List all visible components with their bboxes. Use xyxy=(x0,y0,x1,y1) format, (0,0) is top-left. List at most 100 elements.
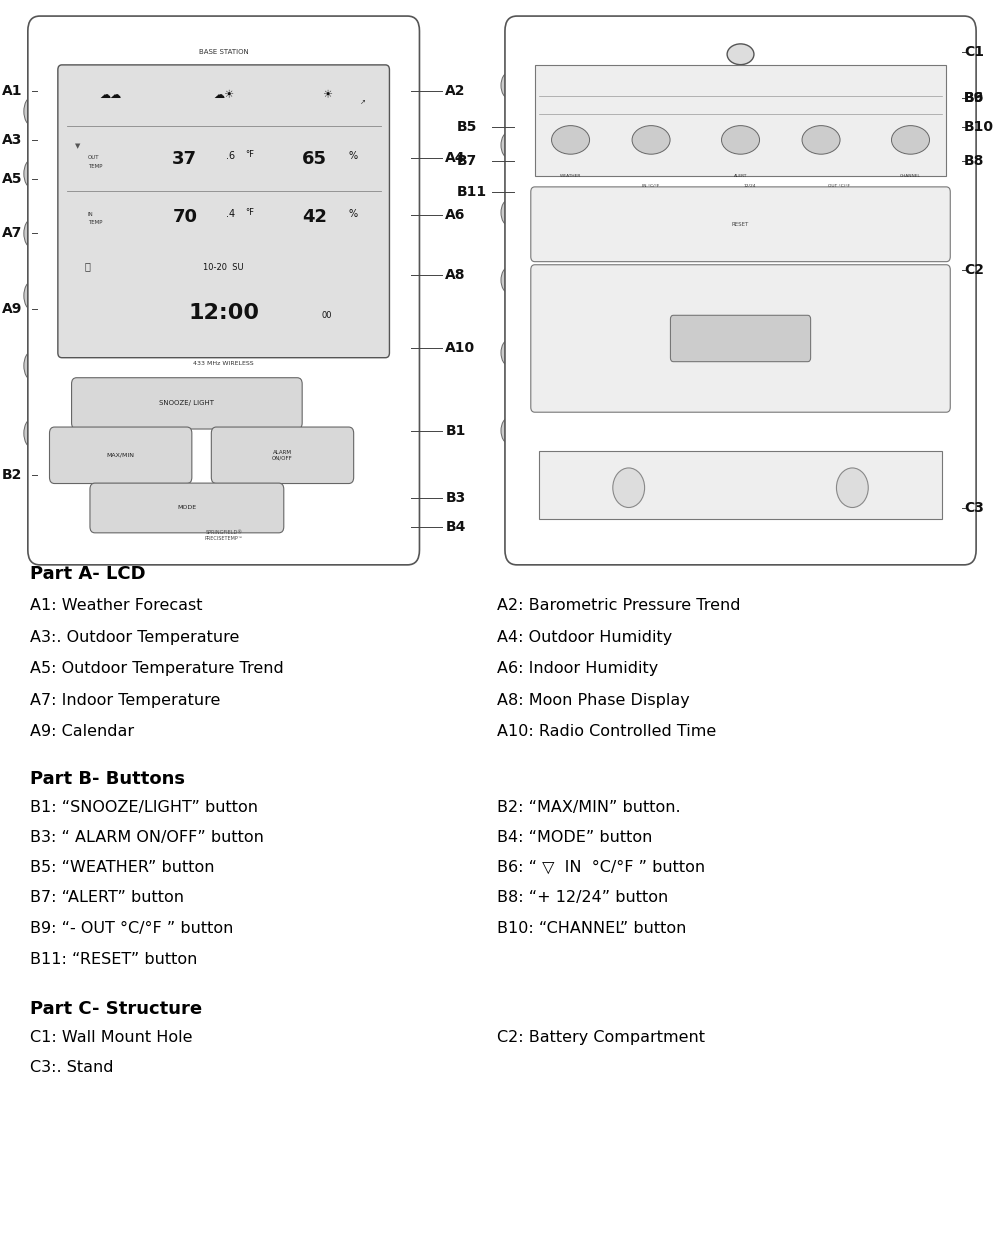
Ellipse shape xyxy=(392,419,408,447)
Ellipse shape xyxy=(392,219,408,247)
FancyBboxPatch shape xyxy=(212,428,354,483)
Text: 12:00: 12:00 xyxy=(188,303,259,323)
Text: A1: A1 xyxy=(2,84,23,98)
Ellipse shape xyxy=(948,267,964,293)
FancyBboxPatch shape xyxy=(531,187,950,262)
Text: OUT: OUT xyxy=(87,154,99,159)
Text: C1: Wall Mount Hole: C1: Wall Mount Hole xyxy=(30,1030,192,1044)
Text: Part B- Buttons: Part B- Buttons xyxy=(30,770,185,789)
Text: B9: B9 xyxy=(964,91,984,105)
Text: B2: B2 xyxy=(2,467,22,482)
Text: 10-20  SU: 10-20 SU xyxy=(204,263,244,272)
Text: A4: A4 xyxy=(445,151,466,166)
Ellipse shape xyxy=(948,418,964,444)
Text: B9: “- OUT °C/°F ” button: B9: “- OUT °C/°F ” button xyxy=(30,921,234,936)
Ellipse shape xyxy=(552,126,589,154)
Text: A7: Indoor Temperature: A7: Indoor Temperature xyxy=(30,693,221,708)
Text: MODE: MODE xyxy=(177,506,197,510)
FancyBboxPatch shape xyxy=(50,428,192,483)
Ellipse shape xyxy=(24,219,40,247)
FancyBboxPatch shape xyxy=(531,265,950,412)
Text: ▼: ▼ xyxy=(76,143,81,150)
Text: 37: 37 xyxy=(172,150,198,168)
Ellipse shape xyxy=(24,98,40,126)
Ellipse shape xyxy=(501,132,517,158)
Text: A2: Barometric Pressure Trend: A2: Barometric Pressure Trend xyxy=(497,598,741,613)
FancyBboxPatch shape xyxy=(72,378,302,429)
Ellipse shape xyxy=(392,98,408,126)
Text: MAX/MIN: MAX/MIN xyxy=(106,452,134,457)
Text: SPRINGFIELD®
PRECISETEMP™: SPRINGFIELD® PRECISETEMP™ xyxy=(205,530,243,540)
Text: ALERT: ALERT xyxy=(734,173,747,178)
Ellipse shape xyxy=(892,126,929,154)
Text: A10: Radio Controlled Time: A10: Radio Controlled Time xyxy=(497,724,717,739)
Ellipse shape xyxy=(501,418,517,444)
Text: IN: IN xyxy=(87,211,93,216)
Ellipse shape xyxy=(501,73,517,99)
Circle shape xyxy=(837,468,869,508)
Text: C2: Battery Compartment: C2: Battery Compartment xyxy=(497,1030,705,1044)
FancyBboxPatch shape xyxy=(28,16,419,565)
Text: A3:. Outdoor Temperature: A3:. Outdoor Temperature xyxy=(30,630,240,645)
Ellipse shape xyxy=(727,44,754,64)
Text: C3:. Stand: C3:. Stand xyxy=(30,1060,113,1075)
Ellipse shape xyxy=(722,126,759,154)
Ellipse shape xyxy=(392,159,408,188)
Ellipse shape xyxy=(802,126,840,154)
Text: A6: A6 xyxy=(445,208,465,222)
Ellipse shape xyxy=(392,282,408,310)
Text: B8: “+ 12/24” button: B8: “+ 12/24” button xyxy=(497,890,668,905)
Text: .4: .4 xyxy=(226,209,235,219)
Text: B4: “MODE” button: B4: “MODE” button xyxy=(497,831,652,845)
Text: 00: 00 xyxy=(322,311,332,320)
Ellipse shape xyxy=(24,159,40,188)
Circle shape xyxy=(612,468,645,508)
Text: TEMP: TEMP xyxy=(87,163,102,168)
Text: 433 MHz WIRELESS: 433 MHz WIRELESS xyxy=(194,361,253,366)
Text: A10: A10 xyxy=(445,341,475,355)
Text: A9: Calendar: A9: Calendar xyxy=(30,724,134,739)
Text: B3: B3 xyxy=(445,491,465,506)
Text: WEATHER: WEATHER xyxy=(560,173,581,178)
Ellipse shape xyxy=(632,126,670,154)
Text: A8: Moon Phase Display: A8: Moon Phase Display xyxy=(497,693,690,708)
Text: TEMP: TEMP xyxy=(87,220,102,225)
Text: C2: C2 xyxy=(964,263,984,277)
Text: A5: Outdoor Temperature Trend: A5: Outdoor Temperature Trend xyxy=(30,661,283,676)
FancyBboxPatch shape xyxy=(535,64,946,177)
Text: ↗: ↗ xyxy=(360,99,366,105)
Text: CHANNEL: CHANNEL xyxy=(900,173,921,178)
Ellipse shape xyxy=(948,340,964,366)
Text: ☁☁: ☁☁ xyxy=(99,90,121,100)
Text: OUT °C/°F: OUT °C/°F xyxy=(828,184,850,188)
Text: B11: B11 xyxy=(457,185,487,199)
Text: B3: “ ALARM ON/OFF” button: B3: “ ALARM ON/OFF” button xyxy=(30,831,263,845)
Ellipse shape xyxy=(948,73,964,99)
Text: B7: “ALERT” button: B7: “ALERT” button xyxy=(30,890,184,905)
Text: SNOOZE/ LIGHT: SNOOZE/ LIGHT xyxy=(159,400,215,407)
FancyBboxPatch shape xyxy=(505,16,976,565)
Text: B11: “RESET” button: B11: “RESET” button xyxy=(30,952,197,967)
Text: A9: A9 xyxy=(2,302,22,315)
Text: IN °C/°F: IN °C/°F xyxy=(642,184,660,188)
FancyBboxPatch shape xyxy=(89,483,284,533)
Text: RESET: RESET xyxy=(732,221,749,226)
Text: .6: .6 xyxy=(226,151,235,161)
Text: ☁☀: ☁☀ xyxy=(213,90,235,100)
FancyBboxPatch shape xyxy=(670,315,811,362)
Text: B1: “SNOOZE/LIGHT” button: B1: “SNOOZE/LIGHT” button xyxy=(30,800,257,815)
Text: A3: A3 xyxy=(2,133,22,147)
Text: C3: C3 xyxy=(964,502,984,515)
Ellipse shape xyxy=(948,132,964,158)
Text: Part C- Structure: Part C- Structure xyxy=(30,1000,202,1018)
Text: BASE STATION: BASE STATION xyxy=(199,49,248,56)
Text: B6: “ ▽  IN  °C/°F ” button: B6: “ ▽ IN °C/°F ” button xyxy=(497,860,705,875)
Text: ALARM
ON/OFF: ALARM ON/OFF xyxy=(272,450,293,461)
Text: B8: B8 xyxy=(964,153,984,168)
Ellipse shape xyxy=(948,199,964,225)
Bar xyxy=(540,451,942,519)
Text: A2: A2 xyxy=(445,84,466,98)
Text: C1: C1 xyxy=(964,44,984,58)
Text: 70: 70 xyxy=(172,208,198,226)
Text: 65: 65 xyxy=(302,150,327,168)
